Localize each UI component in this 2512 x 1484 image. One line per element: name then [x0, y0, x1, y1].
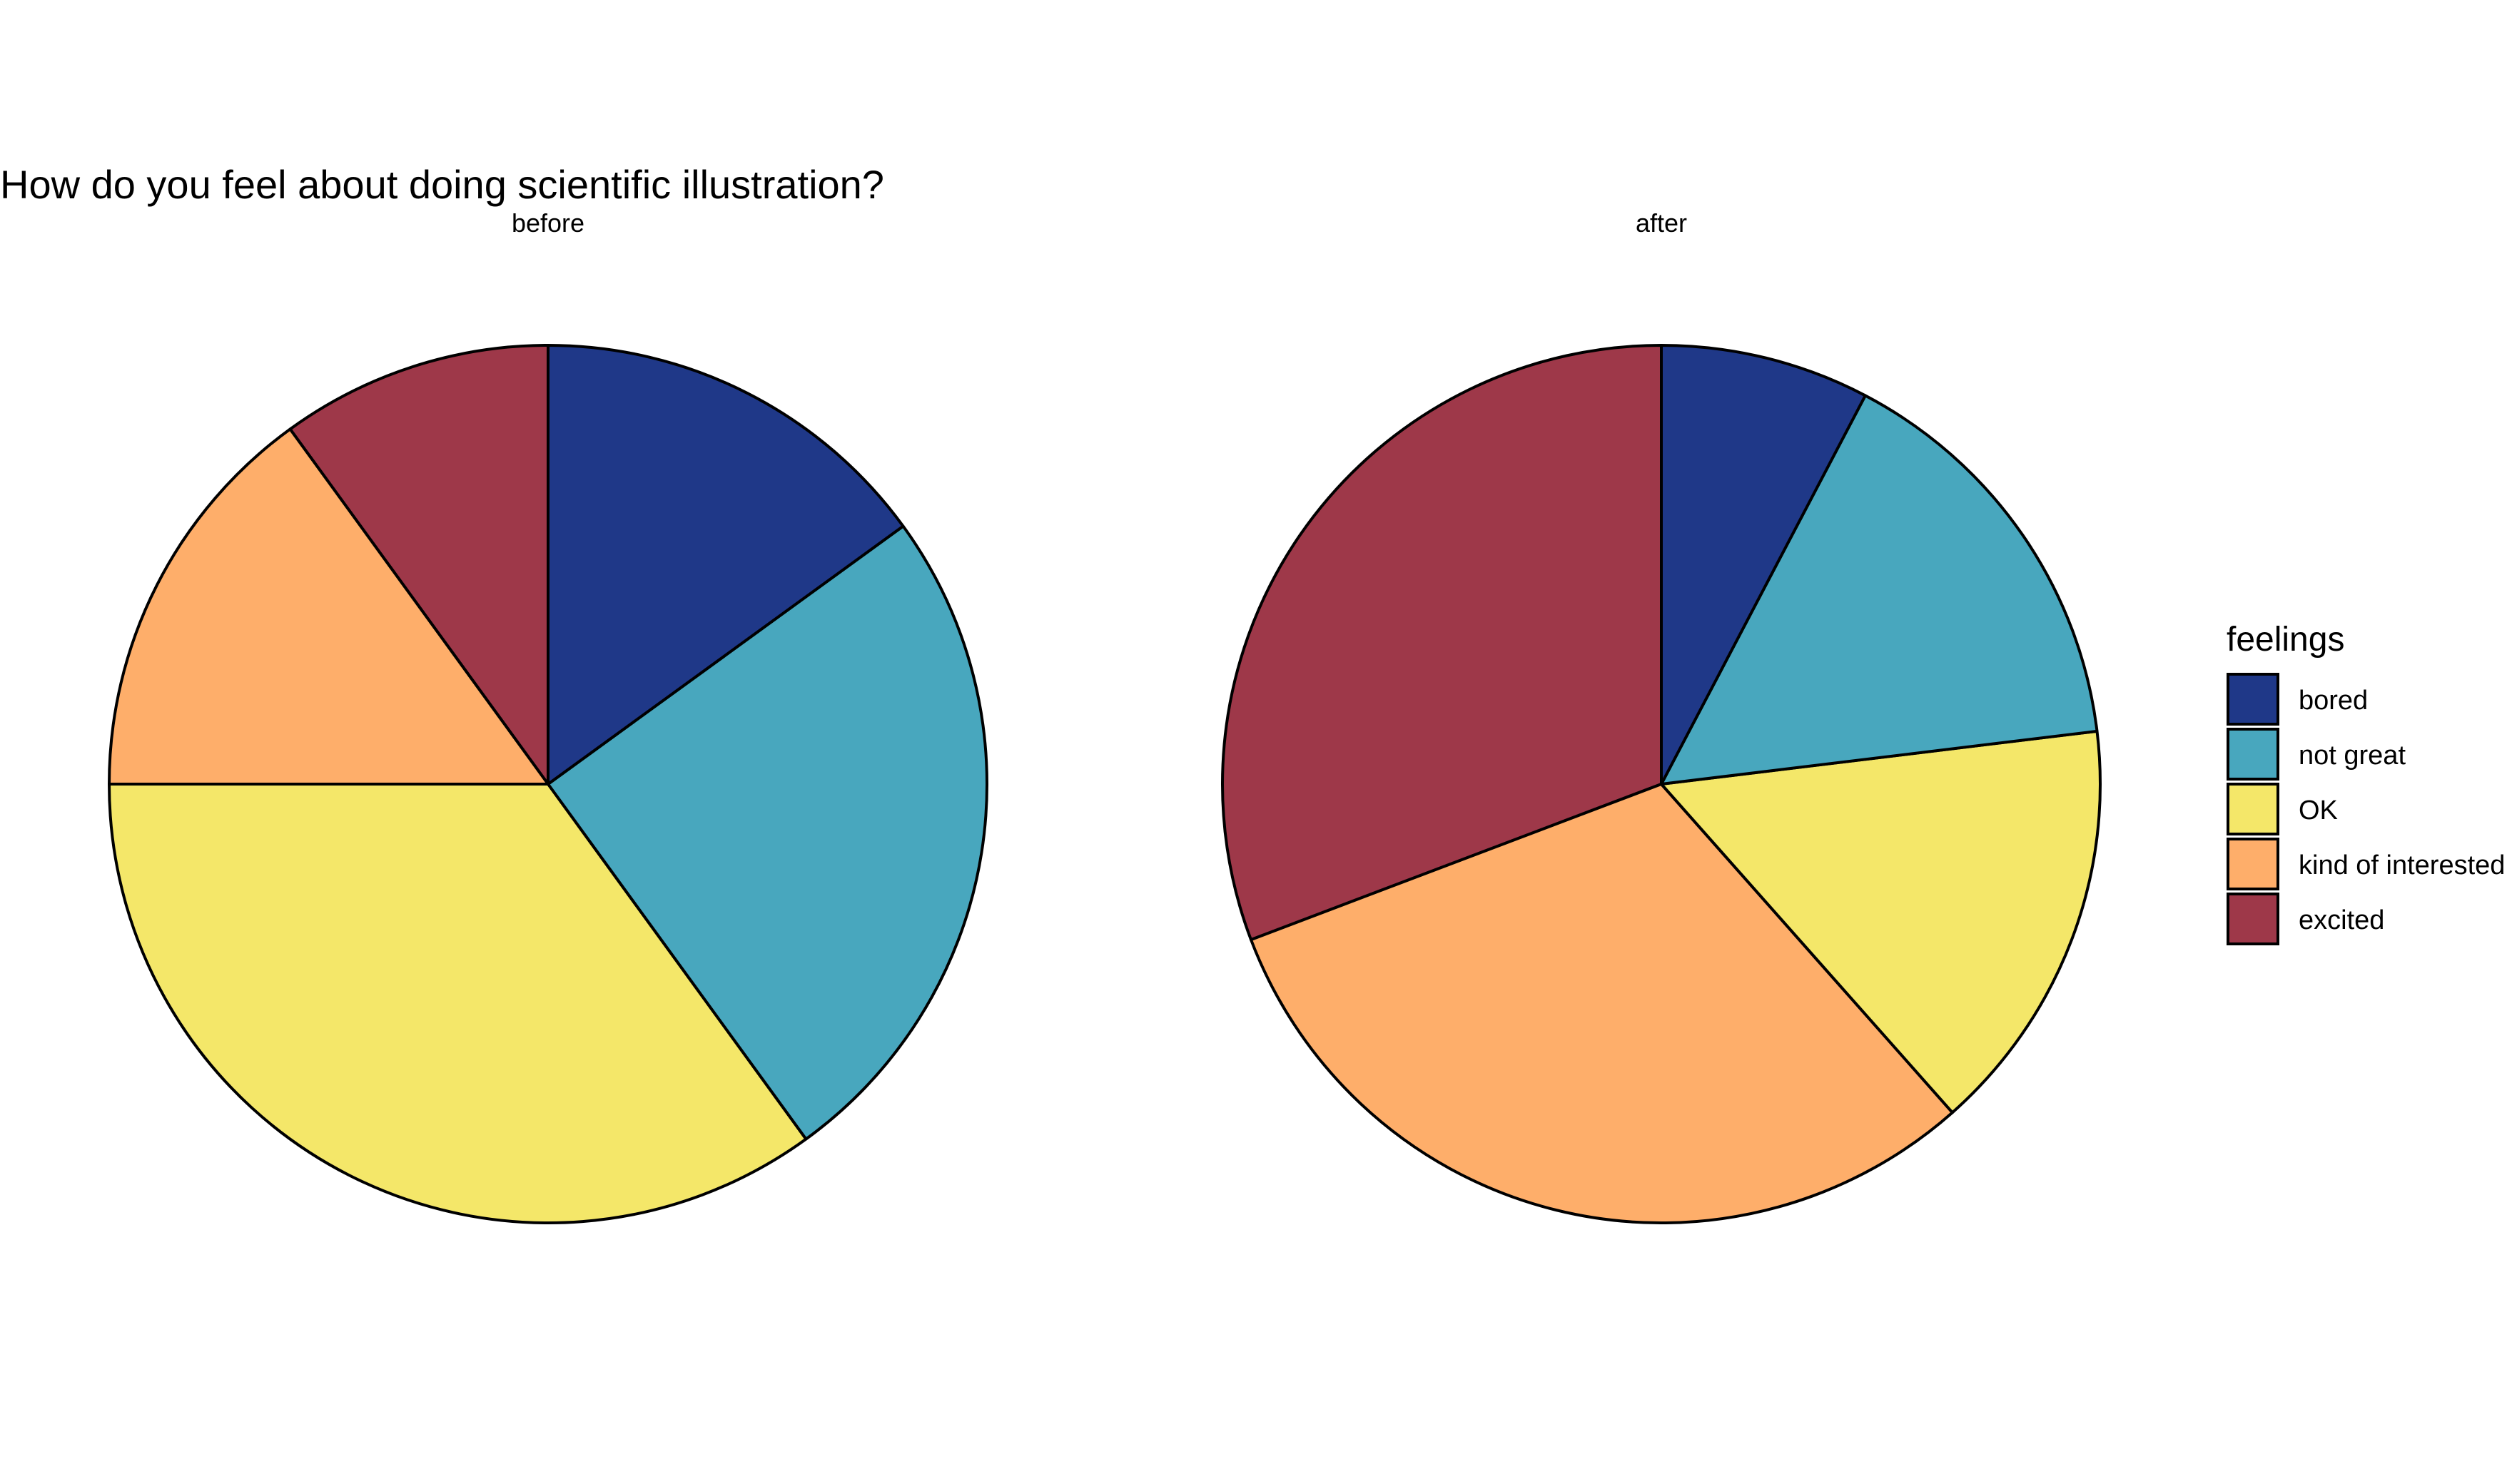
- legend-swatch-ok: [2227, 783, 2279, 835]
- slice-before-bored: [547, 344, 905, 786]
- facet-label-before: before: [512, 208, 584, 238]
- pie-before: before: [108, 208, 988, 1224]
- chart-title: How do you feel about doing scientific i…: [0, 162, 884, 207]
- legend: feelings bored not great OK kind of interes…: [2227, 621, 2505, 945]
- slice-before-excited: [288, 344, 550, 786]
- slice-after-kind-of-interested: [1249, 783, 1954, 1224]
- slice-after-bored: [1660, 344, 1867, 786]
- pie-after-slices: [1221, 344, 2102, 1224]
- slice-before-not-great: [547, 524, 988, 1141]
- legend-items: bored not great OK kind of interested excite…: [2227, 673, 2505, 945]
- pie-before-slices: [108, 344, 988, 1224]
- legend-label-ok: OK: [2299, 796, 2338, 825]
- legend-swatch-not-great: [2227, 728, 2279, 781]
- slice-before-ok: [108, 783, 808, 1224]
- legend-label-bored: bored: [2299, 686, 2368, 716]
- slice-after-not-great: [1660, 394, 2099, 786]
- slice-before-kind-of-interested: [108, 427, 550, 786]
- legend-title: feelings: [2227, 621, 2344, 659]
- slice-after-ok: [1660, 729, 2102, 1114]
- legend-swatch-excited: [2227, 893, 2279, 945]
- legend-label-excited: excited: [2299, 905, 2384, 935]
- legend-swatch-bored: [2227, 673, 2279, 726]
- slice-after-excited: [1221, 344, 1663, 942]
- pie-after: after: [1221, 208, 2102, 1224]
- legend-label-kind-of-interested: kind of interested: [2299, 850, 2505, 880]
- legend-label-not-great: not great: [2299, 741, 2406, 771]
- legend-swatch-kind-of-interested: [2227, 838, 2279, 890]
- facet-label-after: after: [1636, 208, 1687, 238]
